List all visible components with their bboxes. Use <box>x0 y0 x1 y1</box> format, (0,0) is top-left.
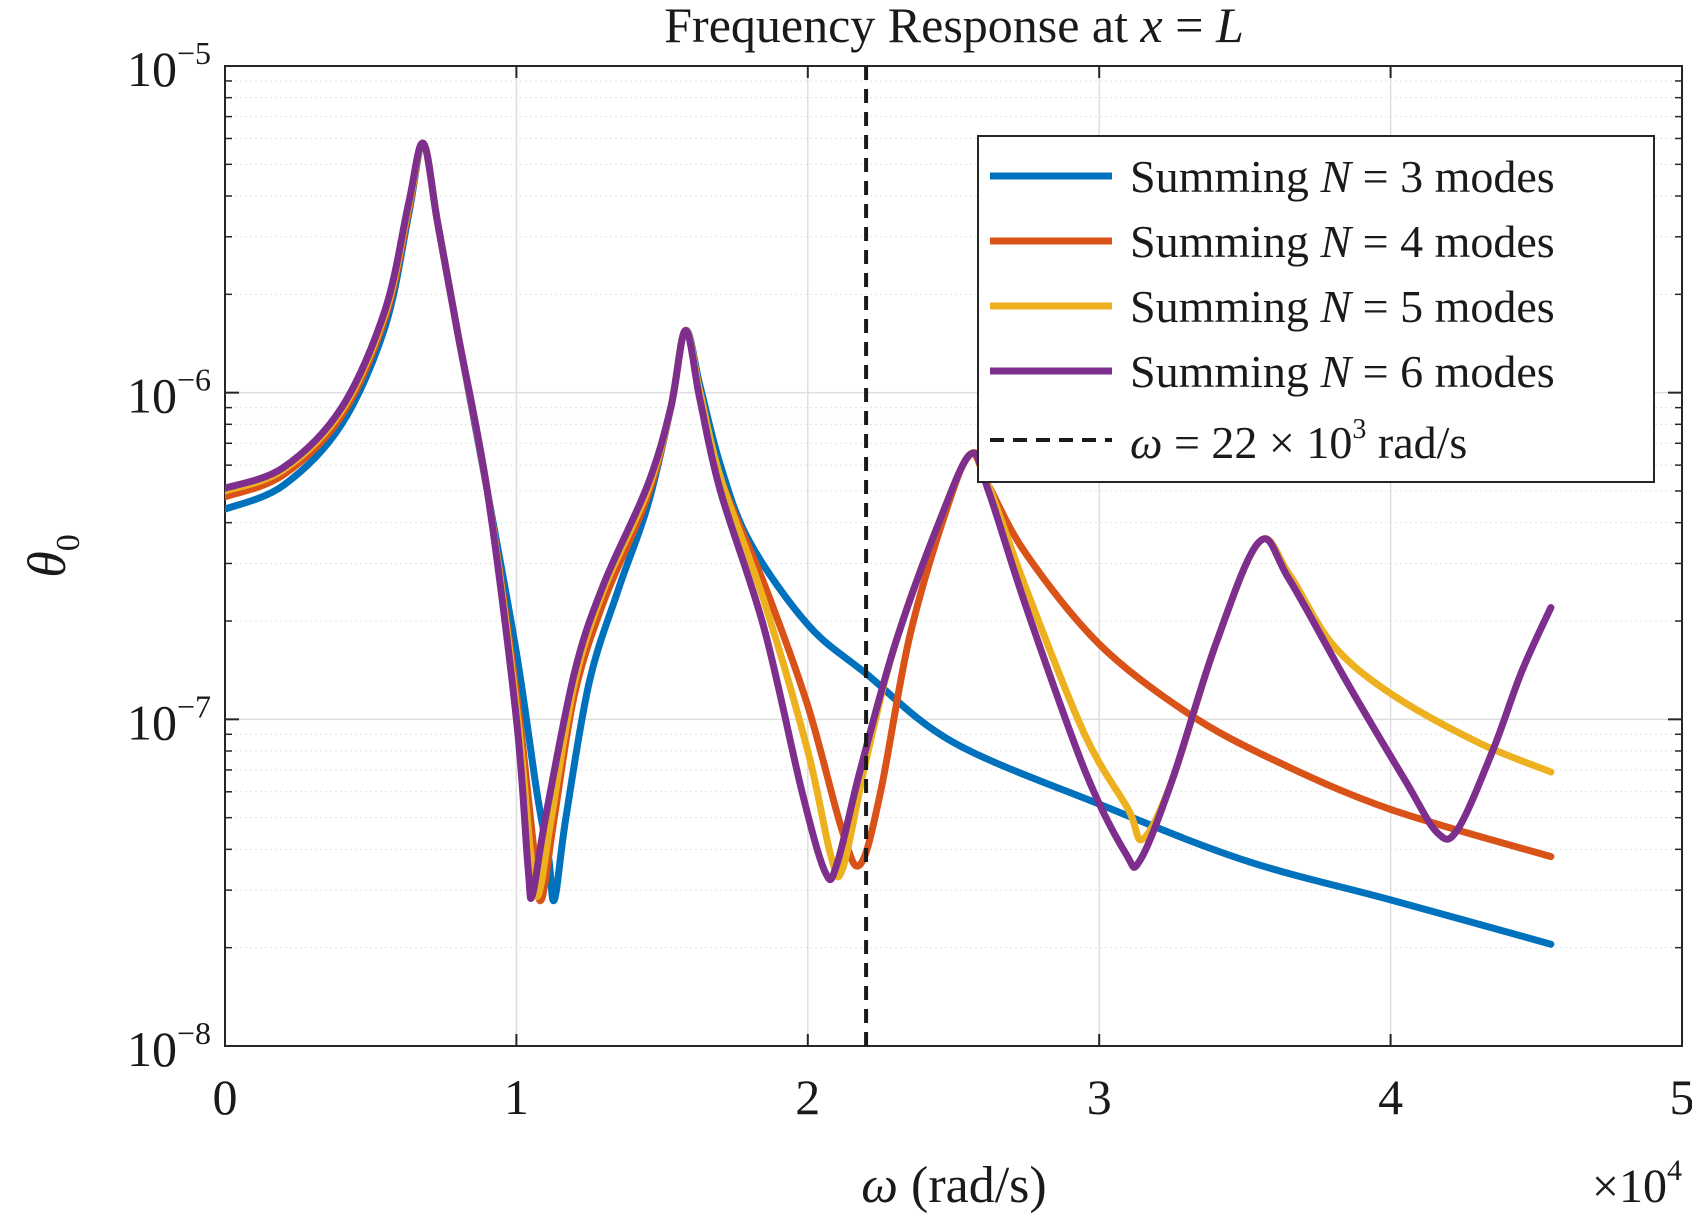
y-tick-label: 10−8 <box>127 1015 211 1077</box>
chart-title: Frequency Response at x = L <box>664 0 1244 53</box>
legend-label-n6: Summing N = 6 modes <box>1130 346 1555 397</box>
legend-label-reference: ω = 22 × 103 rad/s <box>1130 414 1467 468</box>
series-line-n6 <box>225 139 1555 902</box>
legend-entry-reference: ω = 22 × 103 rad/s <box>990 414 1467 468</box>
plot-area-frame <box>224 65 1683 1047</box>
x-tick-label: 0 <box>213 1069 238 1125</box>
legend-entry-n6: Summing N = 6 modes <box>990 346 1555 397</box>
axis-ticks <box>224 65 1683 1047</box>
x-tick-label: 1 <box>504 1069 529 1125</box>
x-tick-label: 5 <box>1670 1069 1692 1125</box>
y-tick-label: 10−6 <box>127 362 211 424</box>
legend-label-n5: Summing N = 5 modes <box>1130 281 1555 332</box>
legend: Summing N = 3 modes Summing N = 4 modes … <box>977 135 1655 483</box>
legend-entry-n4: Summing N = 4 modes <box>990 216 1555 267</box>
legend-label-n3: Summing N = 3 modes <box>1130 151 1555 202</box>
x-tick-label: 3 <box>1087 1069 1112 1125</box>
legend-entry-n3: Summing N = 3 modes <box>990 151 1555 202</box>
x-tick-label: 4 <box>1378 1069 1403 1125</box>
y-tick-label: 10−5 <box>127 35 211 97</box>
y-tick-label: 10−7 <box>127 688 211 750</box>
x-tick-labels: 0 1 2 3 4 5 <box>213 1069 1692 1125</box>
series-lines <box>225 139 1555 948</box>
x-axis-multiplier: ×104 <box>1592 1154 1682 1213</box>
legend-entry-n5: Summing N = 5 modes <box>990 281 1555 332</box>
y-axis-label: θ0 <box>17 534 87 578</box>
y-tick-labels: 10−8 10−7 10−6 10−5 <box>127 35 211 1077</box>
x-axis-label: ω (rad/s) <box>861 1157 1046 1213</box>
x-tick-label: 2 <box>795 1069 820 1125</box>
legend-label-n4: Summing N = 4 modes <box>1130 216 1555 267</box>
